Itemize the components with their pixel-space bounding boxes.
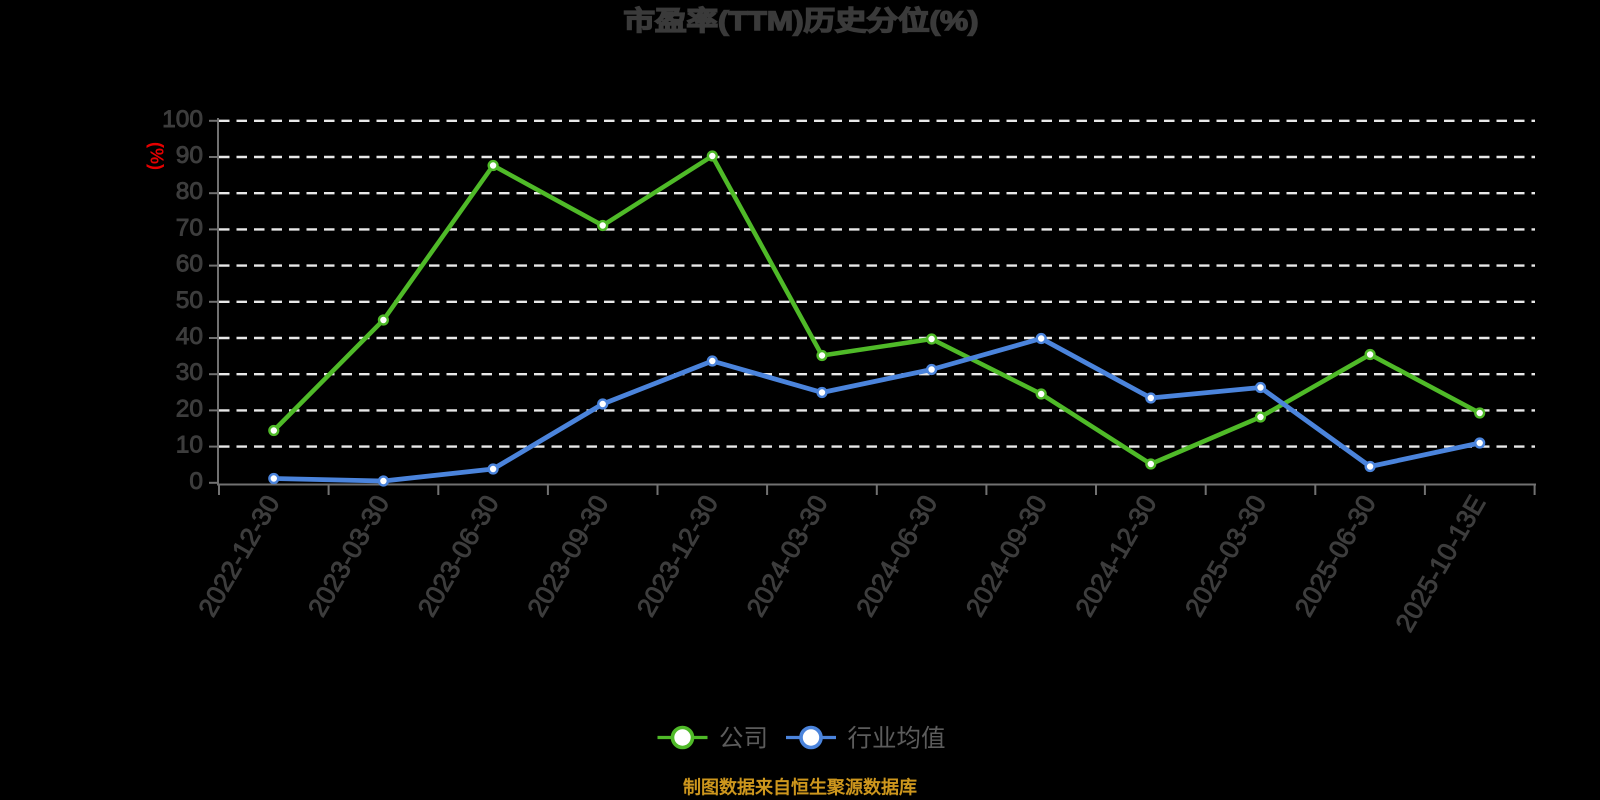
svg-text:70: 70 (176, 214, 203, 241)
svg-text:100: 100 (162, 106, 203, 133)
svg-text:10: 10 (176, 432, 203, 459)
svg-text:(%): (%) (147, 142, 167, 170)
svg-text:市盈率(TTM)历史分位(%): 市盈率(TTM)历史分位(%) (624, 6, 979, 36)
svg-text:60: 60 (176, 251, 203, 278)
svg-text:公司: 公司 (719, 725, 768, 752)
svg-text:80: 80 (176, 178, 203, 205)
svg-text:90: 90 (176, 142, 203, 169)
svg-text:20: 20 (176, 395, 203, 422)
svg-text:制图数据来自恒生聚源数据库: 制图数据来自恒生聚源数据库 (683, 777, 917, 798)
svg-text:30: 30 (176, 359, 203, 386)
svg-text:0: 0 (189, 468, 203, 495)
svg-text:行业均值: 行业均值 (848, 724, 946, 752)
svg-text:40: 40 (176, 323, 203, 350)
svg-text:50: 50 (176, 287, 203, 314)
